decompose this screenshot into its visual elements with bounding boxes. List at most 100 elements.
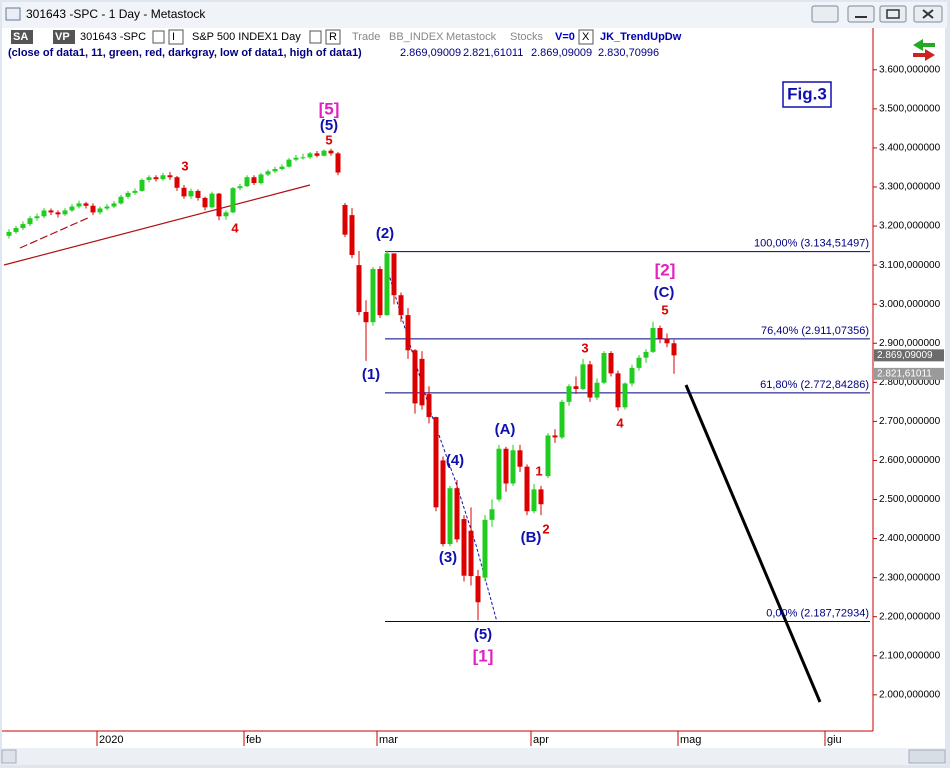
candle-body [405,315,411,351]
maximize-button[interactable] [879,5,907,23]
candle-body [412,350,418,404]
candle-body [265,171,271,175]
candle-body [545,435,551,477]
toolbar-button[interactable] [325,29,341,45]
candle-body [34,216,40,219]
trend-line [3,184,311,266]
candle-body [118,196,124,204]
wave-label: [1] [473,646,494,665]
x-tick-label: apr [533,734,549,746]
wave-label: (5) [320,117,338,134]
candle-body [335,153,341,173]
candle-body [216,193,222,217]
candle-body [573,386,579,389]
candle-body [286,159,292,167]
trend-icon-red [913,49,935,61]
y-tick-label: 3.100,000000 [879,260,941,271]
scroll-left[interactable] [1,749,17,764]
toolbar-item[interactable]: 301643 -SPC [80,31,146,43]
y-tick-label: 2.800,000000 [879,377,941,388]
candle-body [314,153,320,156]
toolbar-item[interactable]: Stocks [510,31,544,43]
wave-label: 1 [535,463,542,478]
candle-body [433,417,439,508]
candle-body [391,253,397,296]
y-tick-label: 3.500,000000 [879,104,941,115]
window-buttons[interactable] [811,5,943,23]
candle-body [174,177,180,188]
toolbar-item[interactable]: VP [55,31,70,43]
toolbar-item[interactable]: R [329,31,337,43]
candle-body [300,157,306,159]
toolbar-item[interactable]: X [582,31,590,43]
candle-body [69,206,75,211]
wave-label: (4) [446,452,464,469]
candle-body [307,153,313,158]
toolbar-item[interactable]: 1 Day [272,31,301,43]
candle-body [202,197,208,208]
candle-body [20,224,26,229]
candle-body [384,253,390,316]
candle-body [426,394,432,418]
scroll-thumb[interactable] [908,749,946,764]
app-icon [5,7,21,21]
wave-label: (1) [362,366,380,383]
y-tick-label: 2.600,000000 [879,455,941,466]
minimize-button[interactable] [847,5,875,23]
candle-body [27,218,33,225]
indicator-label: (close of data1, 11, green, red, darkgra… [8,47,362,59]
toolbar-button[interactable] [168,29,184,45]
wave-label: 4 [231,220,239,235]
y-tick-label: 3.300,000000 [879,182,941,193]
fib-label: 61,80% (2.772,84286) [760,379,869,391]
candle-body [643,351,649,358]
toolbar-item[interactable]: SA [13,31,28,43]
candle-body [251,177,257,184]
candle-body [90,205,96,213]
toolbar-item[interactable]: S&P 500 INDEX [192,31,273,43]
toolbar-item[interactable]: BB_INDEX [389,31,444,43]
candle-body [608,353,614,374]
indicator-value: 2.869,09009 [531,47,592,59]
candle-body [657,328,663,339]
toolbar-item[interactable]: Metastock [446,31,497,43]
candle-body [482,519,488,578]
toolbar-button[interactable] [578,29,594,45]
candle-body [244,177,250,187]
wave-path [386,267,498,623]
wave-label: 2 [542,521,549,536]
candle-body [440,460,446,545]
toolbar-item[interactable]: I [172,31,175,43]
price-marker-label: 2.869,09009 [877,350,933,361]
candle-body [629,367,635,384]
y-tick-label: 3.000,000000 [879,299,941,310]
toolbar-item[interactable]: Trade [352,31,380,43]
toolbar-button[interactable] [11,30,33,44]
indicator-value: 2.821,61011 [463,47,523,59]
y-tick-label: 2.000,000000 [879,689,941,700]
dropdown[interactable] [309,30,322,44]
candle-body [125,192,131,197]
candle-body [510,450,516,484]
candle-body [461,519,467,576]
restore-button[interactable] [811,5,839,23]
y-tick-label: 2.900,000000 [879,338,941,349]
candle-body [41,210,47,217]
toolbar-button[interactable] [53,30,75,44]
toolbar-item[interactable]: JK_TrendUpDw [600,31,682,43]
scrollbar[interactable] [2,748,945,765]
candle-body [559,401,565,438]
toolbar-item[interactable]: V=0 [555,31,575,43]
fib-label: 76,40% (2.911,07356) [761,325,869,337]
x-tick-label: mar [379,734,398,746]
dropdown[interactable] [152,30,165,44]
candle-body [342,204,348,235]
candle-body [650,328,656,352]
y-tick-label: 2.200,000000 [879,611,941,622]
candle-body [370,269,376,323]
figure-label-box [782,81,832,108]
candle-body [398,295,404,316]
candle-body [237,186,243,189]
